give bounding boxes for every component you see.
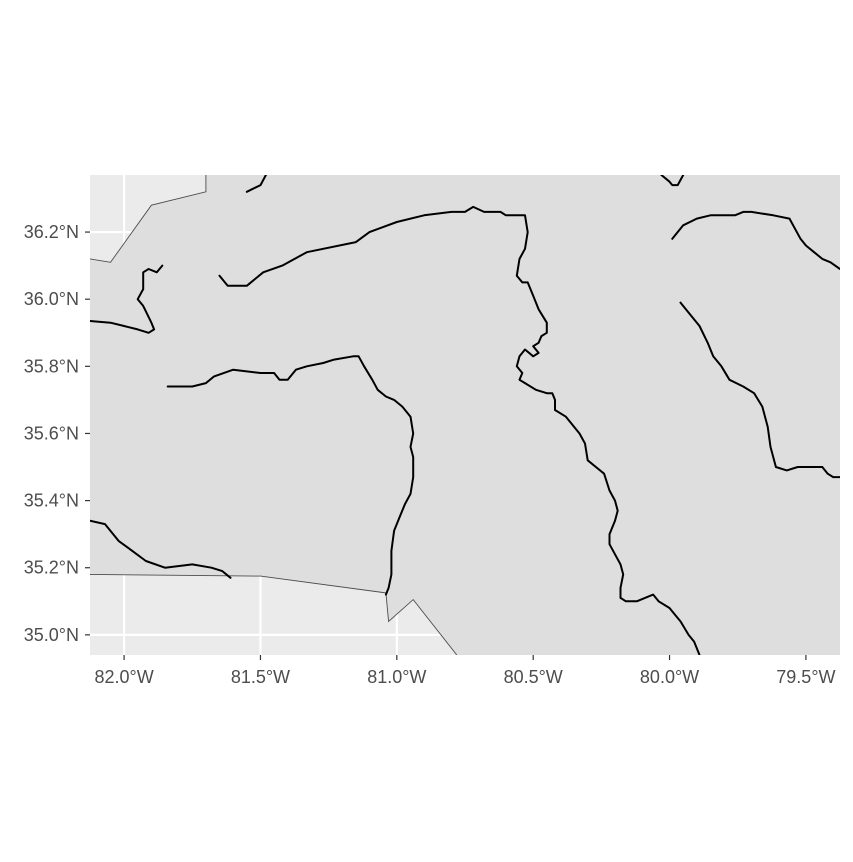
rivers [90,175,840,655]
y-tick-label: 36.0°N [24,289,79,309]
y-tick-label: 35.6°N [24,423,79,443]
x-tick-label: 81.5°W [231,667,290,687]
northwest-state-border [90,175,207,263]
river-northeast-lower [679,301,840,479]
river-northeast-upper [671,210,840,270]
x-axis: 82.0°W 81.5°W 81.0°W 80.5°W 80.0°W 79.5°W [94,655,836,687]
river-catawba-upper [166,355,415,596]
land-region [90,175,840,655]
x-tick-label: 79.5°W [776,667,835,687]
river-northwest-loop [90,264,164,334]
y-tick-label: 35.4°N [24,491,79,511]
river-northwest-fragment [245,175,267,193]
y-tick-label: 36.2°N [24,222,79,242]
river-southwest [90,519,232,579]
state-borders [90,175,458,655]
y-tick-label: 35.0°N [24,625,79,645]
southern-state-border [90,573,458,655]
y-axis: 36.2°N 36.0°N 35.8°N 35.6°N 35.4°N 35.2°N 35.0… [24,222,90,645]
x-tick-label: 80.0°W [640,667,699,687]
y-tick-label: 35.2°N [24,558,79,578]
river-yadkin-upper [218,205,701,655]
x-tick-label: 81.0°W [367,667,426,687]
x-tick-label: 82.0°W [94,667,153,687]
river-north-central [660,175,685,187]
x-tick-label: 80.5°W [504,667,563,687]
y-tick-label: 35.8°N [24,356,79,376]
